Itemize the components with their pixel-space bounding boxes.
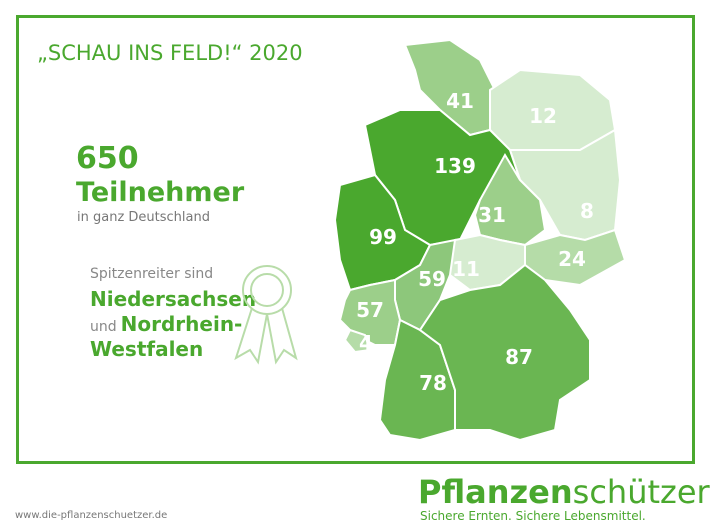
leader-first: Niedersachsen xyxy=(90,287,256,311)
region xyxy=(418,263,591,442)
region-value: 57 xyxy=(356,298,384,322)
region-value: 24 xyxy=(558,247,586,271)
frame xyxy=(16,15,695,464)
leader-second-a: Nordrhein- xyxy=(121,312,243,336)
region-value: 11 xyxy=(452,257,480,281)
region-value: 12 xyxy=(529,104,557,128)
title: „SCHAU INS FELD!“ 2020 xyxy=(37,41,303,65)
region-value: 99 xyxy=(369,225,397,249)
headline-label: Teilnehmer xyxy=(76,177,245,208)
region xyxy=(343,328,372,354)
region-value: 59 xyxy=(418,267,446,291)
logo: Pflanzenschützer xyxy=(418,473,710,511)
region-value: 31 xyxy=(478,203,506,227)
leader-line: und Nordrhein- xyxy=(90,312,242,336)
region-value: 8 xyxy=(580,199,594,223)
leader-and: und xyxy=(90,319,117,335)
region-value: 4 xyxy=(359,331,373,355)
logo-b: schützer xyxy=(573,473,710,511)
region-value: 87 xyxy=(505,345,533,369)
logo-a: Pflanzen xyxy=(418,473,573,511)
region-value: 139 xyxy=(434,154,476,178)
footer-url: www.die-pflanzenschuetzer.de xyxy=(15,510,167,521)
region-value: 41 xyxy=(446,89,474,113)
headline-number: 650 xyxy=(76,141,139,176)
leaders-intro: Spitzenreiter sind xyxy=(90,266,213,282)
rosette-icon xyxy=(234,265,298,365)
tagline: Sichere Ernten. Sichere Lebensmittel. xyxy=(420,509,646,523)
leader-second-b: Westfalen xyxy=(90,337,203,361)
region-value: 78 xyxy=(419,371,447,395)
headline-sub: in ganz Deutschland xyxy=(77,210,210,225)
